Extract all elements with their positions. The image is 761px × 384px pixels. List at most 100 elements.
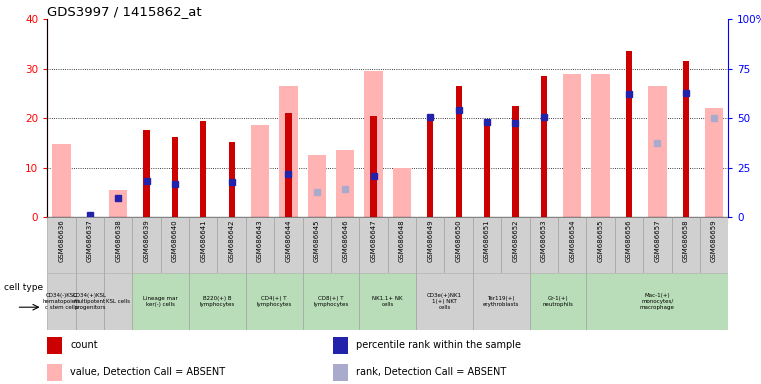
- Bar: [683, 61, 689, 217]
- Bar: [591, 74, 610, 217]
- Bar: [303, 273, 359, 330]
- Bar: [200, 121, 206, 217]
- Bar: [615, 217, 643, 273]
- Text: value, Detection Call = ABSENT: value, Detection Call = ABSENT: [70, 367, 225, 377]
- Bar: [132, 217, 161, 273]
- Bar: [75, 217, 104, 273]
- Text: KSL cells: KSL cells: [106, 299, 130, 304]
- Bar: [75, 273, 104, 330]
- Text: CD34(+)KSL
multipotent
progenitors: CD34(+)KSL multipotent progenitors: [73, 293, 107, 310]
- Text: GSM686637: GSM686637: [87, 220, 93, 263]
- Bar: [700, 217, 728, 273]
- Text: Mac-1(+)
monocytes/
macrophage: Mac-1(+) monocytes/ macrophage: [640, 293, 675, 310]
- Bar: [365, 71, 383, 217]
- Bar: [456, 86, 462, 217]
- Bar: [501, 217, 530, 273]
- Bar: [47, 364, 62, 381]
- Bar: [336, 150, 355, 217]
- Bar: [109, 190, 127, 217]
- Text: GSM686648: GSM686648: [399, 220, 405, 262]
- Bar: [47, 337, 62, 354]
- Text: CD4(+) T
lymphocytes: CD4(+) T lymphocytes: [256, 296, 291, 307]
- Text: GDS3997 / 1415862_at: GDS3997 / 1415862_at: [47, 5, 202, 18]
- Bar: [587, 273, 728, 330]
- Bar: [530, 217, 558, 273]
- Bar: [274, 217, 303, 273]
- Text: Gr-1(+)
neutrophils: Gr-1(+) neutrophils: [543, 296, 574, 307]
- Text: GSM686657: GSM686657: [654, 220, 661, 262]
- Text: CD34(-)KSL
hematopoieti
c stem cells: CD34(-)KSL hematopoieti c stem cells: [43, 293, 80, 310]
- Bar: [473, 273, 530, 330]
- Bar: [307, 155, 326, 217]
- Bar: [371, 116, 377, 217]
- Text: GSM686649: GSM686649: [427, 220, 433, 262]
- Bar: [331, 217, 359, 273]
- Text: GSM686643: GSM686643: [257, 220, 263, 262]
- Text: GSM686658: GSM686658: [683, 220, 689, 262]
- Bar: [705, 108, 723, 217]
- Bar: [161, 217, 189, 273]
- Text: GSM686655: GSM686655: [597, 220, 603, 262]
- Text: count: count: [70, 340, 98, 350]
- Text: GSM686640: GSM686640: [172, 220, 178, 262]
- Bar: [643, 217, 671, 273]
- Bar: [626, 51, 632, 217]
- Bar: [303, 217, 331, 273]
- Text: GSM686636: GSM686636: [59, 220, 65, 263]
- Bar: [484, 123, 490, 217]
- Text: Lineage mar
ker(-) cells: Lineage mar ker(-) cells: [143, 296, 178, 307]
- Bar: [47, 217, 75, 273]
- Text: GSM686651: GSM686651: [484, 220, 490, 262]
- Bar: [246, 273, 303, 330]
- Text: GSM686646: GSM686646: [342, 220, 349, 262]
- Bar: [359, 217, 388, 273]
- Text: GSM686647: GSM686647: [371, 220, 377, 262]
- Bar: [172, 137, 178, 217]
- Bar: [393, 167, 411, 217]
- Bar: [563, 74, 581, 217]
- Bar: [218, 217, 246, 273]
- Bar: [333, 364, 349, 381]
- Bar: [279, 86, 298, 217]
- Bar: [189, 217, 218, 273]
- Bar: [558, 217, 587, 273]
- Bar: [427, 121, 434, 217]
- Text: NK1.1+ NK
cells: NK1.1+ NK cells: [372, 296, 403, 307]
- Bar: [246, 217, 274, 273]
- Bar: [132, 273, 189, 330]
- Text: GSM686650: GSM686650: [456, 220, 462, 262]
- Bar: [512, 106, 518, 217]
- Text: GSM686642: GSM686642: [228, 220, 234, 262]
- Bar: [285, 113, 291, 217]
- Bar: [473, 217, 501, 273]
- Text: GSM686659: GSM686659: [711, 220, 717, 262]
- Text: GSM686638: GSM686638: [115, 220, 121, 263]
- Text: GSM686641: GSM686641: [200, 220, 206, 262]
- Text: GSM686652: GSM686652: [512, 220, 518, 262]
- Text: GSM686654: GSM686654: [569, 220, 575, 262]
- Text: Ter119(+)
erythroblasts: Ter119(+) erythroblasts: [483, 296, 520, 307]
- Bar: [359, 273, 416, 330]
- Bar: [587, 217, 615, 273]
- Bar: [47, 273, 75, 330]
- Bar: [416, 273, 473, 330]
- Text: B220(+) B
lymphocytes: B220(+) B lymphocytes: [200, 296, 235, 307]
- Bar: [671, 217, 700, 273]
- Bar: [648, 86, 667, 217]
- Bar: [189, 273, 246, 330]
- Text: CD8(+) T
lymphocytes: CD8(+) T lymphocytes: [314, 296, 349, 307]
- Bar: [104, 273, 132, 330]
- Bar: [53, 144, 71, 217]
- Text: GSM686639: GSM686639: [144, 220, 149, 263]
- Text: GSM686653: GSM686653: [541, 220, 547, 262]
- Bar: [530, 273, 587, 330]
- Bar: [104, 217, 132, 273]
- Bar: [333, 337, 349, 354]
- Text: GSM686645: GSM686645: [314, 220, 320, 262]
- Bar: [228, 142, 234, 217]
- Text: cell type: cell type: [4, 283, 43, 291]
- Bar: [388, 217, 416, 273]
- Text: GSM686656: GSM686656: [626, 220, 632, 262]
- Bar: [444, 217, 473, 273]
- Bar: [541, 76, 547, 217]
